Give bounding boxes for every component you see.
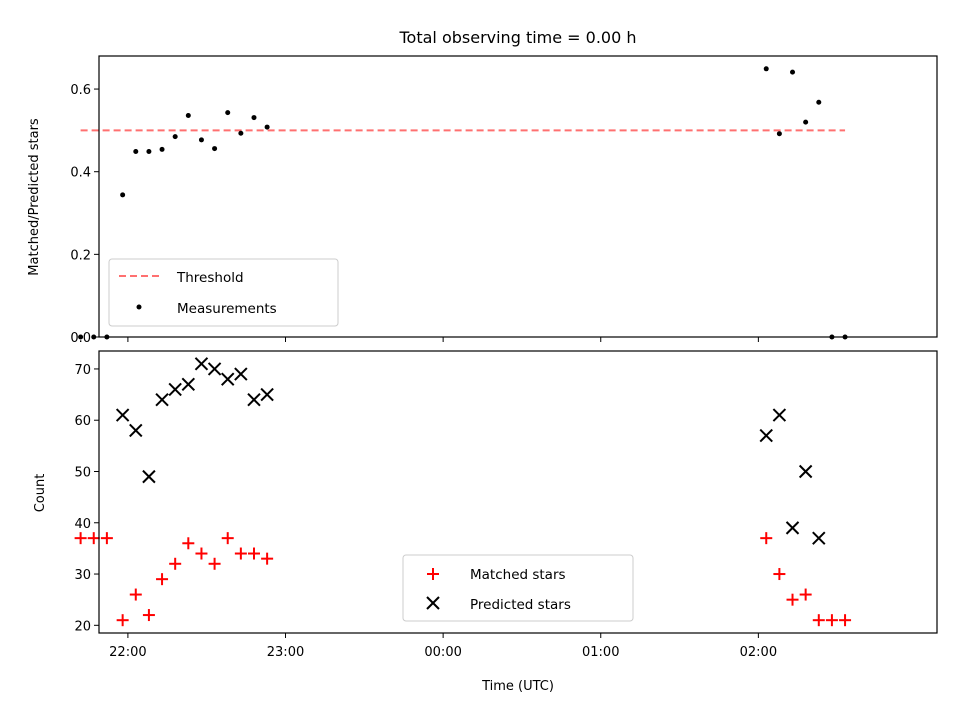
count-y-tick-label: 60	[74, 414, 91, 429]
count-plot-area	[74, 357, 852, 627]
ratio-x-ticks	[127, 337, 759, 342]
predicted-stars-point	[115, 408, 130, 422]
count-y-tick-label: 20	[74, 619, 91, 634]
measurement-point	[790, 69, 796, 75]
measurement-point	[91, 334, 97, 340]
predicted-stars-point	[129, 423, 143, 438]
count-legend: Matched stars Predicted stars	[402, 554, 634, 622]
predicted-stars-point	[142, 469, 156, 484]
y-axis-label-ratio: Matched/Predicted stars	[27, 118, 42, 276]
ratio-panel: Total observing time = 0.00 h Matched/Pr…	[27, 28, 938, 346]
matched-stars-point	[208, 557, 221, 570]
x-tick-label: 02:00	[740, 645, 777, 660]
count-panel: Count Time (UTC) 20 30 40 50 60 70 22:00 23:00…	[33, 350, 938, 694]
count-legend-box	[402, 554, 634, 622]
matched-stars-point	[221, 532, 234, 545]
measurement-point	[172, 134, 178, 140]
legend-measurements-label: Measurements	[177, 301, 277, 317]
predicted-stars-point	[260, 387, 274, 402]
count-y-tick-label: 40	[74, 517, 91, 532]
ratio-legend-box	[108, 258, 339, 327]
ratio-axes-frame	[98, 55, 938, 338]
matched-stars-point	[234, 547, 247, 560]
ratio-y-tick-label: 0.0	[70, 331, 91, 346]
predicted-stars-point	[798, 464, 813, 479]
matched-stars-point	[156, 573, 169, 586]
measurement-point	[146, 148, 152, 154]
x-tick-label: 00:00	[424, 645, 461, 660]
predicted-stars-point	[759, 428, 773, 443]
measurement-point	[120, 192, 126, 198]
matched-stars-point	[812, 614, 825, 627]
count-y-ticks: 20 30 40 50 60 70	[74, 363, 99, 634]
matched-stars-point	[100, 532, 113, 545]
legend-threshold-label: Threshold	[176, 270, 244, 286]
predicted-stars-point	[207, 362, 222, 376]
measurement-point	[238, 130, 244, 136]
matched-stars-point	[142, 609, 155, 622]
ratio-legend: Threshold Measurements	[108, 258, 339, 327]
x-tick-label: 01:00	[582, 645, 619, 660]
matched-stars-point	[74, 532, 87, 545]
ratio-plot-area	[78, 66, 848, 340]
matched-stars-point	[786, 593, 799, 606]
matched-stars-point	[182, 537, 195, 550]
measurement-point	[133, 148, 139, 154]
count-y-tick-label: 70	[74, 363, 91, 378]
ratio-y-tick-label: 0.6	[70, 83, 91, 98]
measurement-point	[225, 110, 231, 116]
predicted-stars-point	[194, 357, 209, 371]
matched-stars-point	[195, 547, 208, 560]
ratio-y-tick-label: 0.2	[70, 248, 91, 263]
count-axes-frame	[98, 350, 938, 634]
measurement-point	[776, 131, 782, 137]
predicted-stars-point	[155, 393, 169, 407]
matched-stars-point	[799, 588, 812, 601]
x-axis-label: Time (UTC)	[481, 679, 554, 694]
matched-stars-point	[839, 614, 852, 627]
matched-stars-point	[760, 532, 773, 545]
matched-stars-point	[129, 588, 142, 601]
predicted-stars-point	[168, 382, 182, 397]
matched-stars-point	[247, 547, 260, 560]
y-axis-label-count: Count	[33, 474, 48, 513]
matched-stars-point	[116, 614, 129, 627]
matched-stars-point	[825, 614, 838, 627]
matched-stars-point	[261, 552, 274, 565]
predicted-stars-point	[181, 377, 196, 392]
legend-matched-label: Matched stars	[470, 567, 566, 583]
x-tick-label: 23:00	[267, 645, 304, 660]
matched-stars-point	[87, 532, 100, 545]
legend-predicted-label: Predicted stars	[470, 597, 571, 613]
measurement-point	[78, 334, 84, 340]
measurement-point	[251, 115, 257, 121]
legend-matched-swatch	[427, 568, 439, 580]
x-tick-label: 22:00	[109, 645, 146, 660]
count-y-tick-label: 50	[74, 465, 91, 480]
measurement-point	[198, 137, 204, 143]
matched-stars-point	[169, 557, 182, 570]
predicted-stars-point	[221, 372, 235, 386]
measurement-point	[264, 124, 270, 130]
legend-measurements-swatch	[136, 304, 142, 310]
measurement-point	[185, 113, 191, 119]
predicted-stars-point	[234, 367, 248, 381]
legend-predicted-swatch	[426, 596, 440, 610]
predicted-stars-point	[772, 408, 787, 422]
measurement-point	[816, 99, 822, 105]
ratio-y-ticks: 0.0 0.2 0.4 0.6	[70, 83, 99, 346]
measurement-point	[803, 119, 809, 125]
count-x-ticks: 22:00 23:00 00:00 01:00 02:00	[109, 633, 777, 660]
count-y-tick-label: 30	[74, 568, 91, 583]
measurement-point	[159, 146, 165, 152]
predicted-stars-point	[812, 531, 826, 545]
ratio-y-tick-label: 0.4	[70, 166, 91, 181]
predicted-stars-point	[785, 521, 800, 535]
measurement-point	[763, 66, 769, 72]
matched-stars-point	[773, 568, 786, 581]
measurement-point	[212, 146, 218, 152]
chart-title: Total observing time = 0.00 h	[398, 28, 636, 47]
predicted-stars-point	[247, 393, 261, 407]
